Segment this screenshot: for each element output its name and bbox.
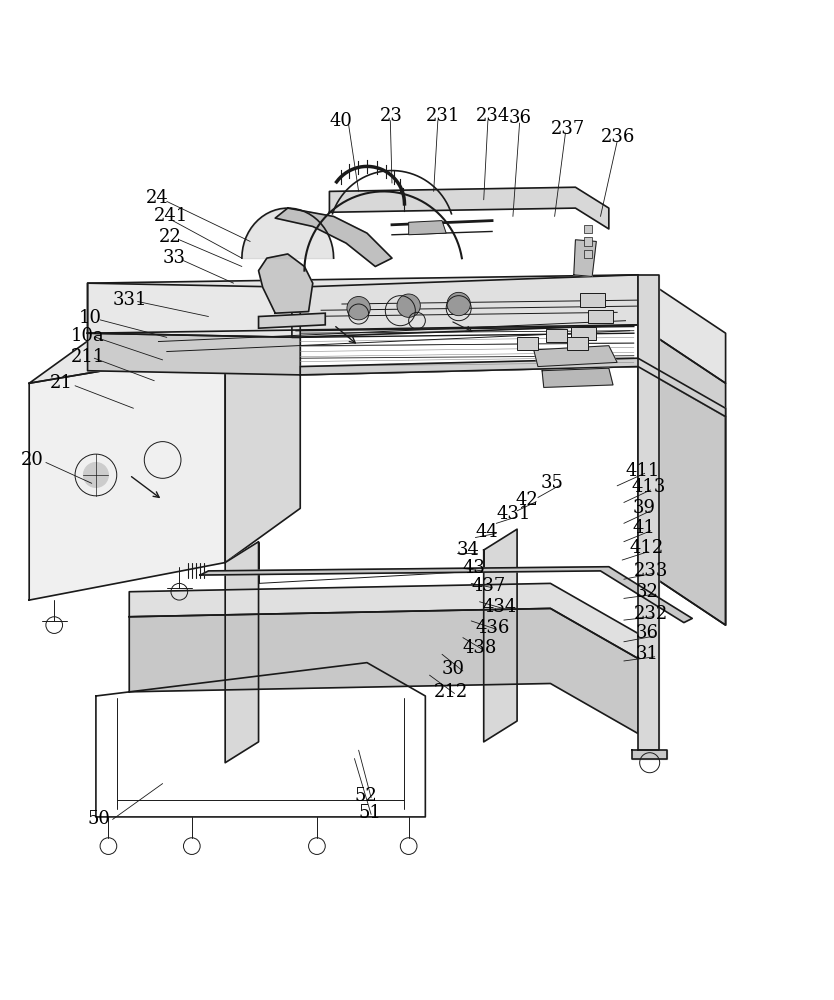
- Text: 241: 241: [154, 207, 188, 225]
- Text: 438: 438: [463, 639, 497, 657]
- Bar: [584, 237, 592, 246]
- Text: 232: 232: [634, 605, 668, 623]
- Text: 411: 411: [626, 462, 660, 480]
- Bar: [584, 225, 592, 233]
- Text: 21: 21: [50, 374, 73, 392]
- Text: 39: 39: [632, 499, 656, 517]
- Polygon shape: [200, 567, 692, 623]
- Text: 234: 234: [475, 107, 510, 125]
- Circle shape: [347, 297, 370, 320]
- Text: 23: 23: [379, 107, 402, 125]
- Polygon shape: [259, 254, 313, 313]
- Polygon shape: [329, 187, 609, 229]
- Text: 436: 436: [475, 619, 510, 637]
- Polygon shape: [300, 367, 726, 625]
- Text: 52: 52: [354, 787, 377, 805]
- Text: 412: 412: [630, 539, 664, 557]
- Text: 10a: 10a: [71, 327, 104, 345]
- Polygon shape: [88, 275, 726, 383]
- Polygon shape: [638, 325, 726, 625]
- Text: 211: 211: [71, 348, 105, 366]
- Polygon shape: [29, 292, 300, 383]
- Polygon shape: [632, 750, 667, 759]
- Polygon shape: [300, 358, 726, 417]
- Text: 43: 43: [463, 559, 485, 577]
- Text: 231: 231: [425, 107, 460, 125]
- Text: 51: 51: [359, 804, 381, 822]
- Text: 24: 24: [146, 189, 168, 207]
- Text: 413: 413: [631, 478, 666, 496]
- Text: 10: 10: [79, 309, 103, 327]
- Bar: [517, 337, 538, 350]
- Polygon shape: [225, 292, 300, 563]
- Text: 212: 212: [434, 683, 468, 701]
- Bar: [584, 250, 592, 258]
- Text: 431: 431: [496, 505, 530, 523]
- Bar: [571, 327, 596, 340]
- Text: 237: 237: [550, 120, 585, 138]
- Polygon shape: [29, 350, 225, 600]
- Bar: [580, 293, 605, 307]
- Polygon shape: [534, 346, 617, 367]
- Text: 20: 20: [21, 451, 43, 469]
- Text: 434: 434: [482, 598, 516, 616]
- Circle shape: [397, 294, 420, 317]
- Text: 33: 33: [163, 249, 186, 267]
- Polygon shape: [88, 333, 300, 375]
- Circle shape: [447, 292, 470, 316]
- Text: 32: 32: [636, 583, 658, 601]
- Text: 236: 236: [600, 128, 635, 146]
- Bar: [567, 337, 588, 350]
- Text: 437: 437: [471, 577, 505, 595]
- Polygon shape: [275, 208, 392, 266]
- Text: 233: 233: [634, 562, 668, 580]
- Polygon shape: [638, 275, 659, 750]
- Polygon shape: [409, 221, 446, 235]
- Polygon shape: [259, 313, 325, 328]
- Text: 22: 22: [158, 228, 181, 246]
- Polygon shape: [129, 583, 638, 658]
- Text: 34: 34: [457, 541, 480, 559]
- Polygon shape: [292, 275, 638, 337]
- Text: 50: 50: [88, 810, 110, 828]
- Text: 40: 40: [329, 112, 352, 130]
- Text: 31: 31: [636, 645, 659, 663]
- Text: 36: 36: [509, 109, 532, 127]
- Bar: [546, 329, 567, 342]
- Text: 30: 30: [442, 660, 465, 678]
- Polygon shape: [88, 283, 300, 337]
- Circle shape: [83, 462, 108, 487]
- Polygon shape: [129, 608, 638, 734]
- Polygon shape: [574, 240, 596, 276]
- Text: 35: 35: [540, 474, 563, 492]
- Text: 42: 42: [515, 491, 538, 509]
- Text: 36: 36: [636, 624, 659, 642]
- Bar: [588, 310, 613, 323]
- Polygon shape: [484, 529, 517, 742]
- Text: 44: 44: [475, 523, 498, 541]
- Polygon shape: [225, 542, 259, 763]
- Text: 331: 331: [113, 291, 147, 309]
- Text: 41: 41: [632, 519, 655, 537]
- Polygon shape: [542, 368, 613, 387]
